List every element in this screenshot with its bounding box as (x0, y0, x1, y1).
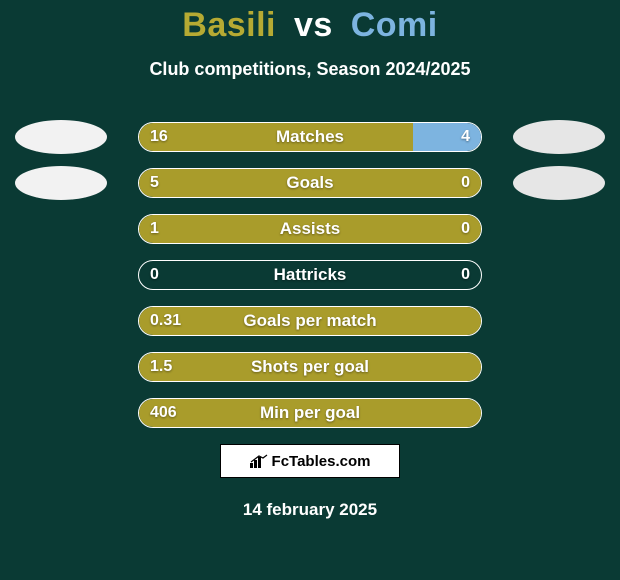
player2-name: Comi (351, 6, 438, 44)
stat-bar-left (139, 215, 481, 243)
stat-bar-track (138, 352, 482, 382)
stat-bar-right (413, 123, 481, 151)
date-label: 14 february 2025 (0, 500, 620, 520)
title-vs: vs (294, 6, 333, 44)
stat-row: Min per goal406 (0, 398, 620, 428)
stat-bar-left (139, 123, 413, 151)
stat-row: Matches164 (0, 122, 620, 152)
stat-row: Assists10 (0, 214, 620, 244)
stat-row: Hattricks00 (0, 260, 620, 290)
subtitle: Club competitions, Season 2024/2025 (0, 59, 620, 80)
player1-name: Basili (182, 6, 276, 44)
stat-bar-left (139, 169, 481, 197)
stat-bar-track (138, 398, 482, 428)
stat-bar-track (138, 122, 482, 152)
avatar-right (513, 166, 605, 200)
stat-bar-track (138, 168, 482, 198)
stat-bar-left (139, 307, 481, 335)
page-title: Basili vs Comi (0, 0, 620, 45)
stat-row: Goals50 (0, 168, 620, 198)
stat-row: Goals per match0.31 (0, 306, 620, 336)
watermark: FcTables.com (220, 444, 400, 478)
chart-icon (250, 454, 268, 468)
stat-bar-left (139, 353, 481, 381)
avatar-left (15, 120, 107, 154)
comparison-infographic: Basili vs Comi Club competitions, Season… (0, 0, 620, 580)
avatar-left (15, 166, 107, 200)
stat-bar-track (138, 306, 482, 336)
watermark-text: FcTables.com (272, 453, 371, 470)
stat-bar-track (138, 260, 482, 290)
stat-row: Shots per goal1.5 (0, 352, 620, 382)
stat-bar-left (139, 399, 481, 427)
stat-bar-track (138, 214, 482, 244)
avatar-right (513, 120, 605, 154)
stat-rows: Matches164 Goals50 Assists10 Hattricks00 Goa… (0, 122, 620, 444)
